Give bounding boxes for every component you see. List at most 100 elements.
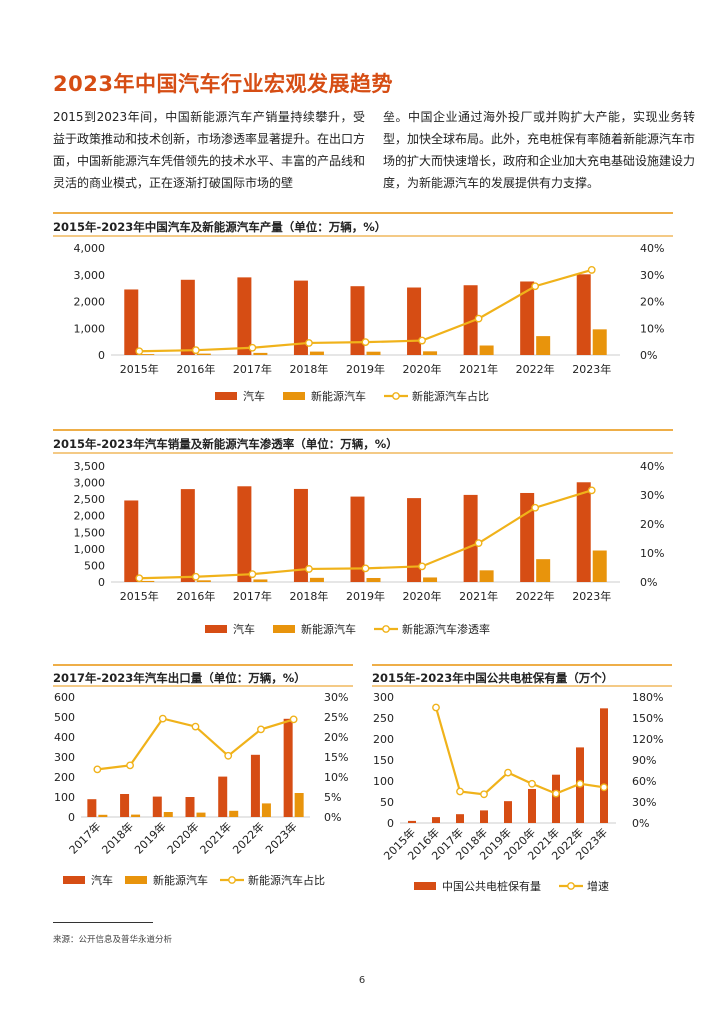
line-point — [191, 572, 200, 581]
bar-secondary — [196, 353, 211, 355]
y-axis-tick-label: 300 — [373, 691, 394, 704]
chart-sales: 3,500 3,000 2,500 2,000 1,500 1,000 500 0 40% 30%… — [53, 429, 673, 643]
bar-secondary — [592, 329, 607, 355]
bar-primary — [180, 489, 195, 582]
y-axis-tick-label: 1,000 — [74, 322, 106, 335]
legend-label: 汽车 — [91, 873, 113, 887]
bar-secondary — [253, 352, 268, 355]
line-point — [305, 339, 313, 347]
y-axis-tick-label: 3,000 — [74, 477, 106, 490]
bar-secondary — [196, 812, 206, 817]
chart-export-title: 2017年-2023年汽车出口量（单位：万辆，%） — [53, 671, 306, 685]
line-point — [248, 343, 257, 352]
y-axis-tick-label: 0 — [387, 817, 394, 830]
bar-secondary — [366, 351, 381, 355]
bar-primary — [293, 280, 308, 355]
bar-primary — [124, 500, 139, 582]
bar-primary — [237, 277, 252, 355]
line-point — [305, 565, 313, 573]
x-axis-tick-label: 2018年 — [289, 362, 328, 376]
y-axis-tick-label: 400 — [54, 731, 75, 744]
bar-secondary — [229, 810, 239, 817]
intro-paragraph-right: 垒。中国企业通过海外投厂或并购扩大产能，实现业务转型，加快全球布局。此外，充电桩… — [383, 110, 696, 190]
line-point — [432, 703, 440, 712]
x-axis-tick-label: 2017年 — [233, 589, 272, 603]
bar-secondary — [479, 345, 494, 355]
line-point — [361, 338, 370, 347]
bar-secondary — [423, 577, 438, 582]
y2-axis-tick-label: 10% — [640, 322, 664, 335]
x-axis-tick-label: 2016年 — [176, 589, 215, 603]
line-point — [191, 346, 200, 355]
legend-label: 新能源汽车占比 — [412, 389, 489, 403]
legend-swatch — [215, 392, 237, 400]
line-point — [418, 336, 426, 345]
bar-secondary — [536, 559, 551, 582]
line-point — [361, 564, 370, 573]
line-point — [531, 503, 540, 512]
y-axis-tick-label: 200 — [373, 733, 394, 746]
line-point — [126, 761, 134, 770]
bar-primary — [124, 289, 139, 355]
legend-swatch — [273, 625, 295, 633]
bar-secondary — [479, 570, 494, 582]
bar-primary — [250, 754, 260, 817]
legend-label: 增速 — [587, 879, 609, 893]
y2-axis-tick-label: 30% — [632, 796, 656, 809]
legend-label: 新能源汽车 — [153, 873, 208, 887]
y2-axis-tick-label: 20% — [640, 296, 664, 309]
intro-paragraph-left: 2015到2023年间，中国新能源汽车产销量持续攀升，受益于政策推动和技术创新，… — [53, 110, 366, 190]
legend-swatch-point — [382, 625, 390, 633]
legend-label: 中国公共电桩保有量 — [442, 879, 541, 893]
line-point — [587, 486, 596, 495]
bar-secondary — [423, 351, 438, 355]
y2-axis-tick-label: 180% — [632, 691, 663, 704]
y-axis-tick-label: 50 — [380, 796, 394, 809]
bar-primary — [120, 794, 130, 817]
source-divider — [53, 922, 153, 923]
bar-secondary — [98, 814, 108, 817]
bar-primary — [576, 274, 591, 355]
line-point — [552, 789, 560, 798]
bar-primary — [87, 799, 97, 817]
x-axis-tick-label: 2017年 — [233, 362, 272, 376]
bar-primary — [528, 788, 536, 823]
y-axis-tick-label: 100 — [373, 775, 394, 788]
x-axis-tick-label: 2020年 — [164, 819, 201, 856]
x-axis-tick-label: 2017年 — [66, 819, 103, 856]
bar-primary — [552, 774, 560, 823]
y2-axis-tick-label: 30% — [640, 269, 664, 282]
legend-swatch — [414, 882, 436, 890]
y2-axis-tick-label: 15% — [324, 751, 348, 764]
legend-swatch — [205, 625, 227, 633]
chart-production: 4,000 3,000 2,000 1,000 0 40% 30% 20% 10% 0% 2015年… — [53, 212, 673, 412]
chart-sales-svg: 3,500 3,000 2,500 2,000 1,500 1,000 500 0 40% 30%… — [53, 429, 673, 636]
y2-axis-tick-label: 40% — [640, 242, 664, 255]
chart-charging-piles-svg: 300 250 200 150 100 50 0 180% 150% 120% 90% 60% 30% 0… — [372, 664, 672, 893]
legend-label: 新能源汽车 — [311, 389, 366, 403]
bar-secondary — [163, 812, 173, 817]
legend-swatch — [283, 392, 305, 400]
y2-axis-tick-label: 0% — [632, 817, 649, 830]
line-point — [248, 570, 257, 579]
legend-label: 汽车 — [233, 622, 255, 636]
legend-label: 新能源汽车 — [301, 622, 356, 636]
chart-sales-title: 2015年-2023年汽车销量及新能源汽车渗透率（单位：万辆，%） — [53, 437, 398, 451]
legend-label: 新能源汽车渗透率 — [402, 622, 490, 636]
y-axis-tick-label: 4,000 — [74, 242, 106, 255]
bar-primary — [408, 820, 416, 823]
x-axis-tick-label: 2023年 — [572, 589, 611, 603]
bar-secondary — [140, 580, 155, 582]
y2-axis-tick-label: 60% — [632, 775, 656, 788]
y-axis-tick-label: 500 — [84, 559, 105, 572]
chart-charging-piles: 300 250 200 150 100 50 0 180% 150% 120% 90% 60% 30% 0… — [372, 664, 672, 904]
y2-axis-tick-label: 40% — [640, 460, 664, 473]
page-number: 6 — [358, 975, 366, 986]
y2-axis-tick-label: 90% — [632, 754, 656, 767]
line-point — [600, 783, 608, 792]
y-axis-tick-label: 0 — [68, 811, 75, 824]
y2-axis-tick-label: 0% — [640, 349, 657, 362]
bar-secondary — [309, 351, 324, 355]
line-series — [434, 707, 605, 796]
y2-axis-tick-label: 0% — [640, 576, 657, 589]
